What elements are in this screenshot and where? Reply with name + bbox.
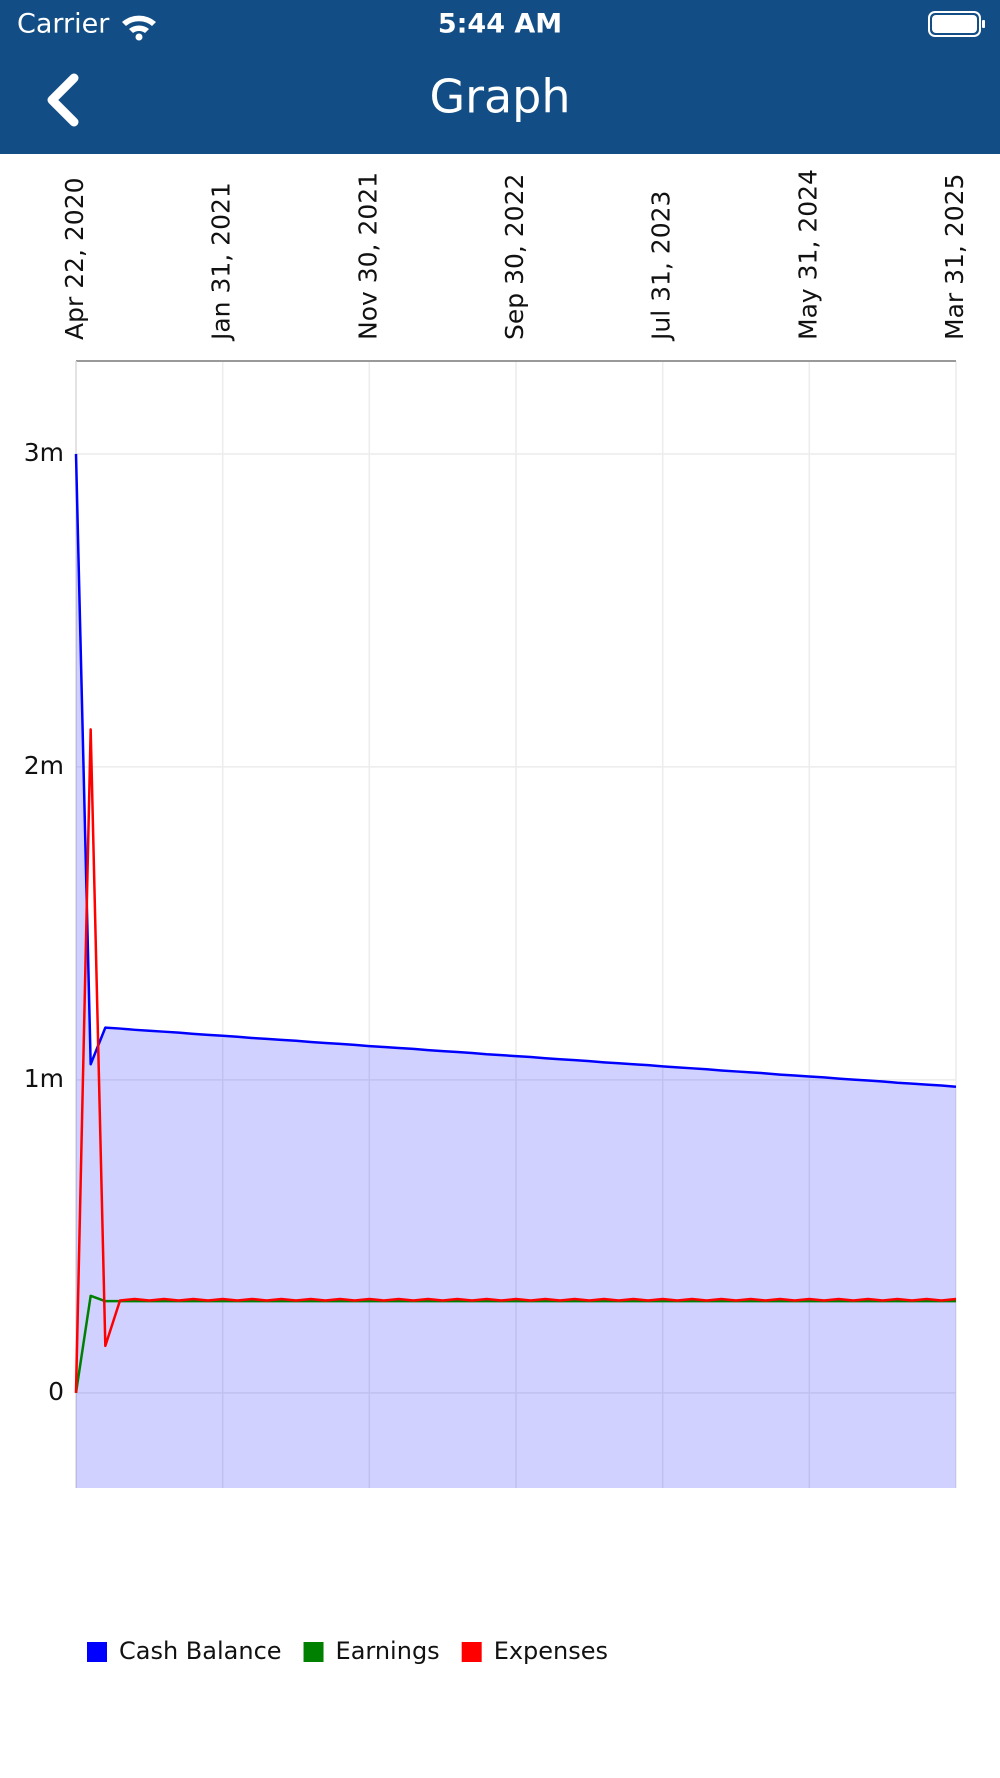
back-button[interactable] — [47, 73, 79, 127]
y-tick-label: 3m — [24, 438, 64, 467]
legend-swatch — [303, 1642, 324, 1662]
battery-icon — [928, 11, 985, 37]
y-tick-label: 2m — [24, 751, 64, 780]
chart: 0 1m 2m 3m Apr 22, 2020 Jan 31, 2021 Nov 30, 2… — [24, 169, 969, 1665]
legend-label: Cash Balance — [119, 1637, 282, 1665]
carrier: Carrier — [17, 9, 110, 40]
y-tick-label: 0 — [48, 1377, 64, 1406]
x-tick-label: May 31, 2024 — [793, 169, 822, 340]
data-line — [74, 728, 957, 1393]
x-tick-label: Jan 31, 2021 — [207, 182, 236, 342]
x-tick-label: Nov 30, 2021 — [353, 172, 382, 340]
legend-swatch — [87, 1642, 107, 1662]
legend-swatch — [461, 1642, 482, 1662]
wifi-icon — [122, 15, 156, 41]
header-title: Graph — [429, 70, 570, 124]
area-fill — [76, 453, 956, 1489]
x-tick-label: Sep 30, 2022 — [500, 174, 529, 340]
clock: 5:44 AM — [438, 9, 562, 40]
y-tick-label: 1m — [24, 1064, 64, 1093]
data-line — [74, 1294, 956, 1394]
x-tick-label: Jul 31, 2023 — [647, 191, 676, 342]
x-tick-label: Apr 22, 2020 — [60, 177, 89, 340]
legend-label: Expenses — [494, 1637, 608, 1665]
data-line — [74, 453, 957, 1089]
x-tick-label: Mar 31, 2025 — [940, 174, 969, 340]
legend-label: Earnings — [336, 1637, 440, 1665]
header-bar — [0, 0, 1000, 154]
